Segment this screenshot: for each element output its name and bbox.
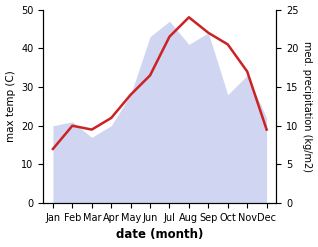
Y-axis label: med. precipitation (kg/m2): med. precipitation (kg/m2) [302, 41, 313, 172]
X-axis label: date (month): date (month) [116, 228, 204, 242]
Y-axis label: max temp (C): max temp (C) [5, 70, 16, 142]
